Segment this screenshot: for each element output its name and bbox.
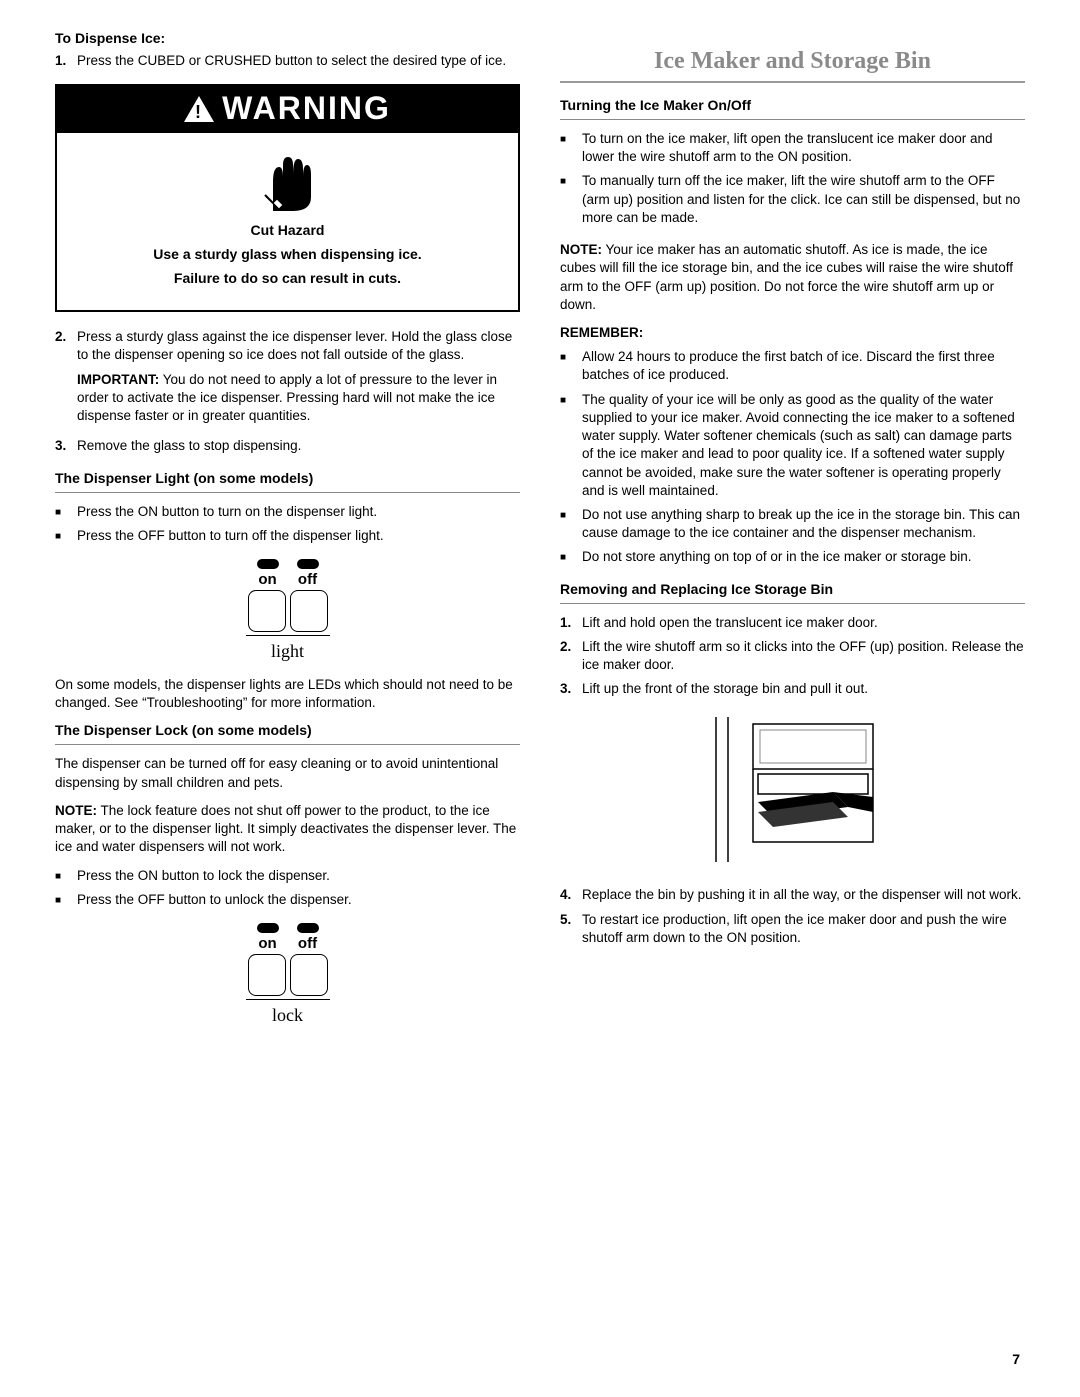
list-item: Allow 24 hours to produce the first batc… xyxy=(560,348,1025,384)
warning-line: Use a sturdy glass when dispensing ice. xyxy=(67,246,508,262)
list-item: Do not store anything on top of or in th… xyxy=(560,548,1025,566)
warning-box: ! WARNING Cut Hazard Use a sturdy glass … xyxy=(55,84,520,312)
list-item: 1.Lift and hold open the translucent ice… xyxy=(560,614,1025,632)
page-content: To Dispense Ice: 1.Press the CUBED or CR… xyxy=(0,0,1080,1080)
list-item: 2. Press a sturdy glass against the ice … xyxy=(55,328,520,431)
body-text: NOTE: Your ice maker has an automatic sh… xyxy=(560,241,1025,314)
heading-dispenser-light: The Dispenser Light (on some models) xyxy=(55,470,520,486)
svg-text:!: ! xyxy=(195,102,203,122)
body-text: On some models, the dispenser lights are… xyxy=(55,676,520,712)
left-column: To Dispense Ice: 1.Press the CUBED or CR… xyxy=(55,30,520,1040)
list-item: Press the ON button to turn on the dispe… xyxy=(55,503,520,521)
storage-bin-figure xyxy=(560,712,1025,872)
list-item: Press the ON button to lock the dispense… xyxy=(55,867,520,885)
warning-header: ! WARNING xyxy=(57,86,518,133)
alert-icon: ! xyxy=(184,96,214,122)
list-item: 4.Replace the bin by pushing it in all t… xyxy=(560,886,1025,904)
heading-removing-replacing: Removing and Replacing Ice Storage Bin xyxy=(560,581,1025,597)
heading-turning-on-off: Turning the Ice Maker On/Off xyxy=(560,97,1025,113)
list-item: To turn on the ice maker, lift open the … xyxy=(560,130,1025,166)
list-item: Press the OFF button to unlock the dispe… xyxy=(55,891,520,909)
page-number: 7 xyxy=(1012,1351,1020,1367)
list-item: 1.Press the CUBED or CRUSHED button to s… xyxy=(55,52,520,70)
list-item: Press the OFF button to turn off the dis… xyxy=(55,527,520,545)
lock-panel-figure: onoff lock xyxy=(55,923,520,1026)
right-column: Ice Maker and Storage Bin Turning the Ic… xyxy=(560,30,1025,1040)
list-item: 3.Remove the glass to stop dispensing. xyxy=(55,437,520,455)
light-panel-figure: onoff light xyxy=(55,559,520,662)
warning-line: Failure to do so can result in cuts. xyxy=(67,270,508,286)
section-title: Ice Maker and Storage Bin xyxy=(560,48,1025,75)
list-item: The quality of your ice will be only as … xyxy=(560,391,1025,500)
heading-dispenser-lock: The Dispenser Lock (on some models) xyxy=(55,722,520,738)
warning-line: Cut Hazard xyxy=(67,222,508,238)
body-text: NOTE: The lock feature does not shut off… xyxy=(55,802,520,857)
list-item: 2.Lift the wire shutoff arm so it clicks… xyxy=(560,638,1025,674)
list-item: 5.To restart ice production, lift open t… xyxy=(560,911,1025,947)
heading-dispense-ice: To Dispense Ice: xyxy=(55,30,520,46)
remember-label: REMEMBER: xyxy=(560,324,1025,342)
list-item: To manually turn off the ice maker, lift… xyxy=(560,172,1025,227)
list-item: 3.Lift up the front of the storage bin a… xyxy=(560,680,1025,698)
hand-icon xyxy=(253,147,323,217)
body-text: The dispenser can be turned off for easy… xyxy=(55,755,520,791)
list-item: Do not use anything sharp to break up th… xyxy=(560,506,1025,542)
